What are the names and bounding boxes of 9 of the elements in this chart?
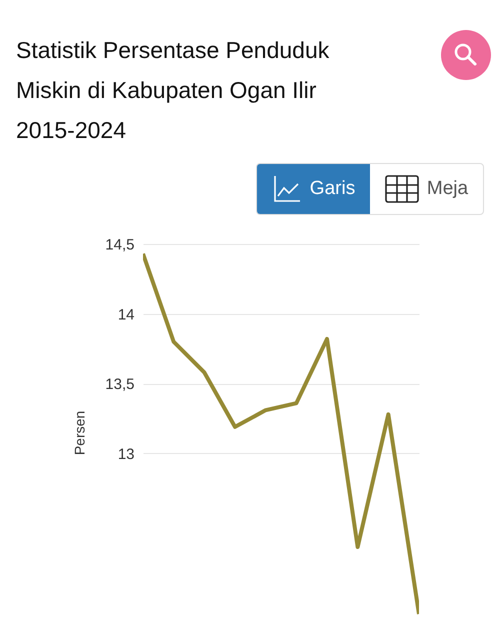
text: Garis <box>310 178 356 200</box>
y-tick-label: 13 <box>118 446 134 463</box>
line-series <box>143 252 419 616</box>
y-axis-title: Persen <box>71 410 88 456</box>
y-tick-label: 13,5 <box>105 376 134 394</box>
text: Meja <box>426 178 468 200</box>
chart-title: Statistik Persentase Penduduk Miskin di Kabupaten Ogan Ilir 2015-2024 <box>16 36 330 145</box>
y-tick-label: 14 <box>118 306 134 324</box>
y-tick-label: 14,5 <box>105 236 134 254</box>
